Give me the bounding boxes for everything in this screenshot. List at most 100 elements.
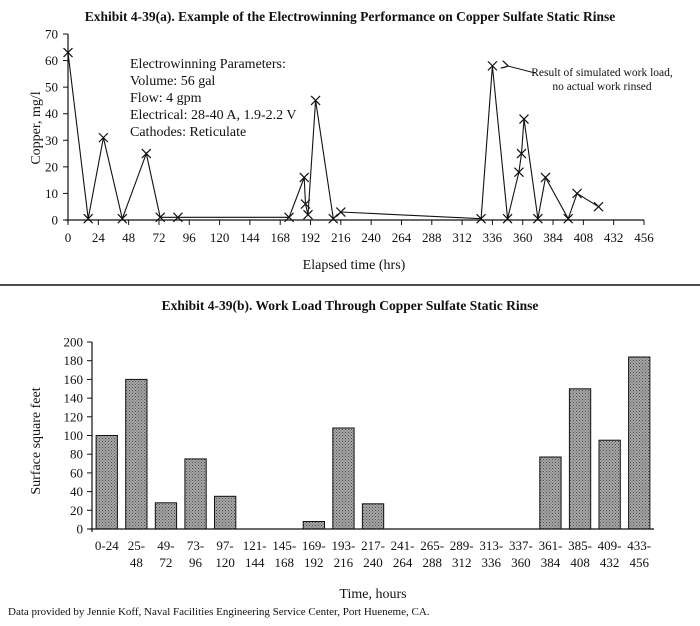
chart-a-y-tick-label: 30 [45, 133, 58, 148]
chart-b-category-label: 360 [511, 555, 531, 570]
chart-b-category-label: 456 [629, 555, 649, 570]
chart-b-tick-labels: 0 20 40 60 80 100 120 140 160 180 200 0-24 25- 48 49- 7… [64, 335, 652, 571]
chart-b-y-tick-label: 60 [70, 465, 83, 480]
chart-a-data-point [532, 213, 543, 224]
annotation-arrow [507, 66, 536, 74]
chart-a-data-point [299, 172, 310, 183]
param-heading: Electrowinning Parameters: [130, 57, 286, 72]
chart-b-category-label: 433- [627, 538, 651, 553]
chart-a-x-tick-label: 120 [210, 230, 230, 245]
chart-b-bar [539, 456, 562, 530]
chart-a-data-point [516, 148, 527, 159]
chart-b-category-label: 408 [570, 555, 590, 570]
chart-b-bar [302, 521, 326, 530]
chart-b-bar [332, 427, 355, 530]
chart-b-category-label: 432 [600, 555, 620, 570]
chart-b-bar [361, 503, 385, 530]
chart-a: Exhibit 4-39(a). Example of the Electrow… [29, 9, 673, 273]
chart-a-axes [63, 33, 645, 225]
chart-b-category-label: 289- [450, 538, 474, 553]
chart-b-axes [87, 341, 654, 532]
chart-a-x-tick-label: 432 [604, 230, 624, 245]
chart-a-y-tick-label: 0 [52, 213, 59, 228]
chart-b-category-label: 193- [331, 538, 355, 553]
chart-b-bar [125, 378, 148, 530]
chart-b-bar [568, 388, 592, 530]
chart-b-category-label: 385- [568, 538, 592, 553]
annotation-line-2: no actual work rinsed [552, 81, 652, 93]
chart-b-y-tick-label: 200 [64, 335, 84, 350]
chart-b-category-label: 73- [187, 538, 204, 553]
chart-b-category-label: 409- [598, 538, 622, 553]
chart-b-bar [95, 435, 118, 530]
chart-a-x-tick-label: 264 [392, 230, 412, 245]
chart-b-x-label: Time, hours [339, 587, 406, 602]
chart-b: Exhibit 4-39(b). Work Load Through Coppe… [29, 298, 654, 602]
chart-a-data-point [303, 209, 313, 220]
chart-a-x-tick-label: 168 [270, 230, 290, 245]
chart-a-data-point [310, 95, 321, 106]
chart-b-category-label: 265- [420, 538, 444, 553]
chart-b-category-label: 120 [215, 555, 235, 570]
chart-b-bar [628, 356, 651, 530]
chart-a-data-point [487, 60, 498, 71]
chart-b-category-label: 168 [275, 555, 295, 570]
chart-b-y-tick-label: 140 [64, 391, 84, 406]
chart-a-x-tick-label: 288 [422, 230, 442, 245]
chart-b-category-label: 48 [130, 555, 143, 570]
chart-b-y-tick-label: 160 [64, 372, 84, 387]
annotation-line-1: Result of simulated work load, [531, 67, 673, 79]
chart-b-category-label: 264 [393, 555, 413, 570]
chart-a-data-point [476, 213, 486, 224]
chart-a-x-tick-label: 456 [634, 230, 654, 245]
chart-b-y-tick-label: 180 [64, 353, 84, 368]
chart-b-y-label: Surface square feet [29, 387, 44, 494]
chart-a-y-tick-label: 60 [45, 53, 58, 68]
chart-a-x-tick-label: 360 [513, 230, 533, 245]
chart-a-y-label: Copper, mg/l [29, 91, 44, 164]
chart-a-data-point [328, 213, 339, 224]
chart-a-data-point [63, 47, 73, 58]
chart-b-category-label: 216 [334, 555, 354, 570]
chart-b-bar [154, 502, 178, 530]
chart-b-category-label: 217- [361, 538, 385, 553]
chart-a-x-tick-label: 72 [152, 230, 165, 245]
chart-b-category-label: 241- [391, 538, 415, 553]
chart-a-y-tick-label: 50 [45, 80, 58, 95]
chart-b-y-tick-label: 0 [77, 522, 84, 537]
chart-b-category-label: 384 [541, 555, 561, 570]
chart-b-bar [214, 495, 237, 530]
param-electrical: Electrical: 28-40 A, 1.9-2.2 V [130, 108, 297, 123]
chart-b-category-label: 144 [245, 555, 265, 570]
chart-a-x-tick-label: 336 [483, 230, 503, 245]
param-volume: Volume: 56 gal [130, 74, 215, 89]
chart-b-category-label: 96 [189, 555, 203, 570]
chart-a-title: Exhibit 4-39(a). Example of the Electrow… [85, 9, 615, 24]
chart-a-series [63, 47, 604, 224]
chart-a-y-tick-label: 40 [45, 106, 58, 121]
chart-a-y-tick-label: 10 [45, 186, 58, 201]
chart-b-y-tick-label: 40 [70, 484, 83, 499]
param-flow: Flow: 4 gpm [130, 91, 202, 106]
chart-a-x-tick-label: 216 [331, 230, 351, 245]
chart-b-category-label: 25- [128, 538, 145, 553]
chart-b-category-label: 240 [363, 555, 383, 570]
chart-a-x-tick-label: 312 [452, 230, 472, 245]
data-source-footer: Data provided by Jennie Koff, Naval Faci… [8, 606, 430, 618]
chart-a-x-tick-label: 144 [240, 230, 260, 245]
chart-b-category-label: 72 [159, 555, 172, 570]
chart-a-data-point [300, 199, 311, 209]
chart-a-x-label: Elapsed time (hrs) [303, 258, 406, 273]
chart-b-title: Exhibit 4-39(b). Work Load Through Coppe… [162, 298, 539, 313]
chart-b-category-label: 312 [452, 555, 472, 570]
chart-a-data-point [83, 213, 94, 224]
chart-b-category-label: 97- [216, 538, 233, 553]
chart-b-category-label: 0-24 [95, 538, 119, 553]
chart-a-tick-labels: 0 10 20 30 40 50 60 70 0 24 48 72 96 120 144 168 192 216 2… [45, 27, 654, 246]
chart-a-data-point [519, 114, 529, 124]
chart-a-data-point [98, 132, 109, 143]
chart-b-y-tick-label: 20 [70, 503, 83, 518]
chart-a-y-tick-label: 70 [45, 27, 58, 42]
chart-a-data-point [284, 212, 294, 223]
chart-a-data-point [117, 213, 128, 224]
